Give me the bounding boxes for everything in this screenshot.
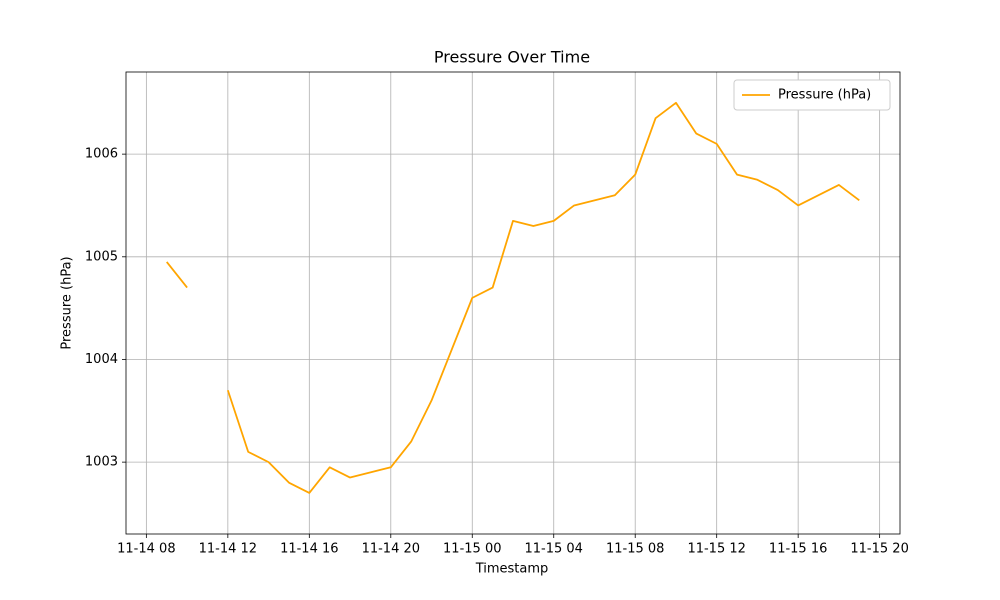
y-axis-label: Pressure (hPa) [60,256,75,349]
plot-frame [125,71,901,535]
x-axis-label: Timestamp [475,562,549,577]
legend: Pressure (hPa) [733,79,891,111]
x-tick-label: 11-14 20 [362,542,420,557]
legend-box [733,79,891,111]
y-tick-label: 1006 [85,147,118,162]
x-tick-label: 11-15 12 [687,542,745,557]
x-tick-label: 11-15 08 [606,542,664,557]
chart-title: Pressure Over Time [434,48,590,67]
x-tick-label: 11-15 00 [443,542,501,557]
y-tick-label: 1004 [85,352,118,367]
x-tick-label: 11-14 12 [199,542,257,557]
y-tick-label: 1005 [85,249,118,264]
data-line [166,101,860,494]
x-tick-label: 11-15 20 [850,542,908,557]
x-tick-label: 11-14 16 [280,542,338,557]
x-tick-label: 11-15 16 [769,542,827,557]
x-tick-label: 11-14 08 [117,542,175,557]
x-tick-label: 11-15 04 [525,542,583,557]
legend-label: Pressure (hPa) [778,88,871,103]
y-tick-label: 1003 [85,455,118,470]
